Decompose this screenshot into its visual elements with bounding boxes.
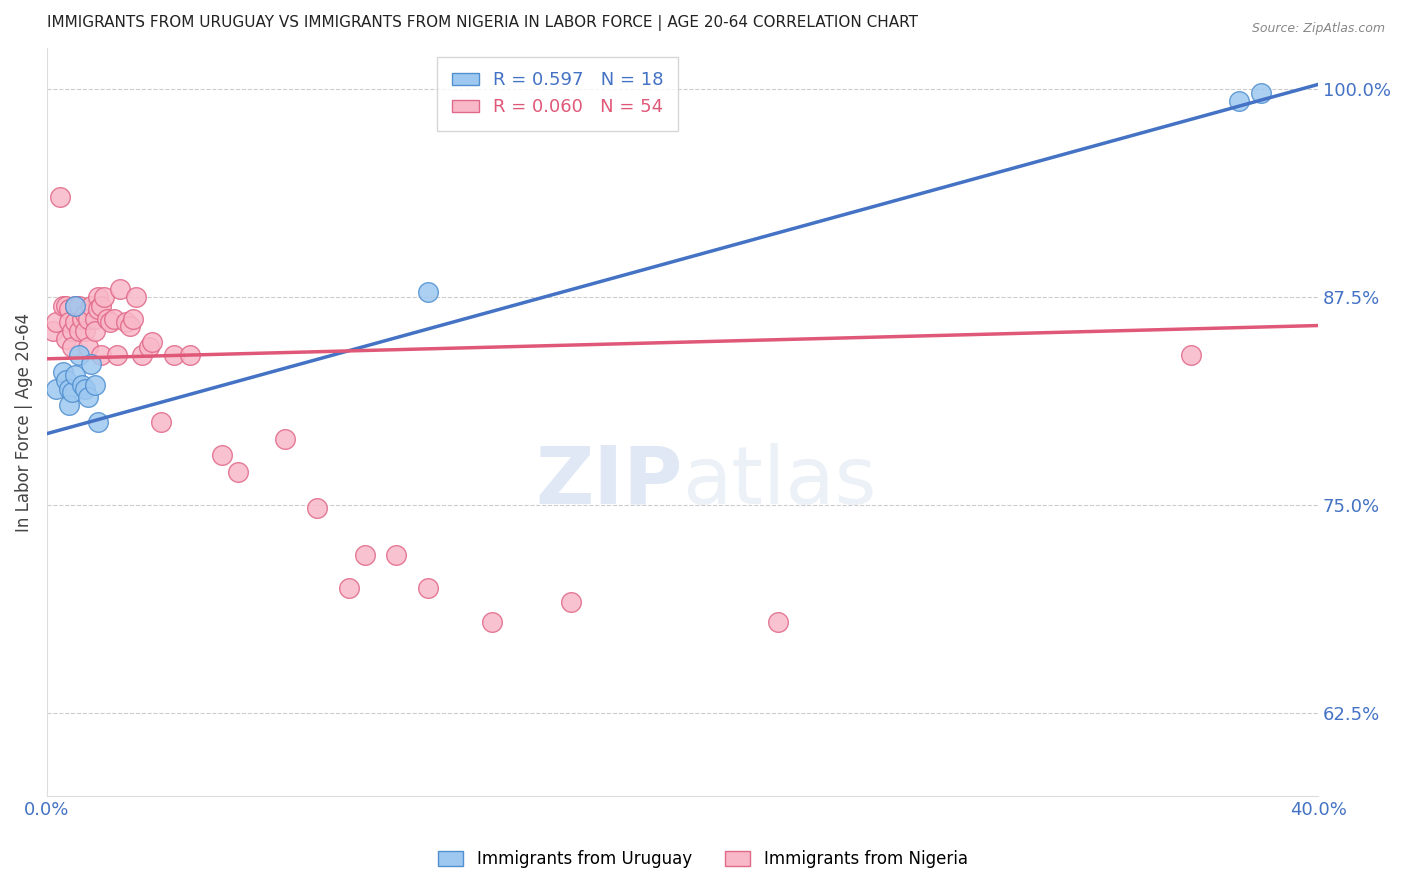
Point [560, 594, 582, 608]
Point [65, 299, 87, 313]
Point [45, 315, 67, 329]
Point [58, 301, 80, 316]
Point [131, 349, 153, 363]
Point [52, 365, 75, 379]
Point [73, 382, 96, 396]
Point [226, 465, 249, 479]
Point [70, 312, 93, 326]
Point [179, 349, 201, 363]
Point [418, 285, 440, 300]
Point [1180, 349, 1202, 363]
Legend: R = 0.597   N = 18, R = 0.060   N = 54: R = 0.597 N = 18, R = 0.060 N = 54 [437, 57, 678, 131]
Point [87, 415, 110, 429]
Legend: Immigrants from Uruguay, Immigrants from Nigeria: Immigrants from Uruguay, Immigrants from… [432, 844, 974, 875]
Point [1227, 94, 1250, 108]
Point [353, 548, 375, 562]
Point [73, 324, 96, 338]
Point [274, 432, 297, 446]
Point [58, 382, 80, 396]
Point [418, 582, 440, 596]
Point [55, 299, 77, 313]
Point [67, 299, 90, 313]
Point [100, 315, 122, 329]
Point [80, 299, 103, 313]
Point [93, 290, 115, 304]
Point [108, 282, 131, 296]
Point [77, 312, 100, 326]
Point [58, 398, 80, 412]
Point [211, 448, 233, 462]
Text: Source: ZipAtlas.com: Source: ZipAtlas.com [1251, 22, 1385, 36]
Point [65, 315, 87, 329]
Point [305, 501, 328, 516]
Point [87, 290, 110, 304]
Point [42, 324, 65, 338]
Point [87, 301, 110, 316]
Point [48, 190, 70, 204]
Point [141, 335, 163, 350]
Point [77, 340, 100, 354]
Point [163, 349, 186, 363]
Point [766, 615, 789, 629]
Point [83, 324, 105, 338]
Point [481, 615, 503, 629]
Point [138, 340, 160, 354]
Point [118, 318, 141, 333]
Point [65, 299, 87, 313]
Point [125, 290, 148, 304]
Point [1250, 86, 1272, 100]
Point [385, 548, 408, 562]
Point [90, 349, 112, 363]
Text: ZIP: ZIP [536, 442, 682, 521]
Point [73, 307, 96, 321]
Point [83, 378, 105, 392]
Point [90, 299, 112, 313]
Point [60, 385, 83, 400]
Point [70, 378, 93, 392]
Point [58, 315, 80, 329]
Point [55, 332, 77, 346]
Point [337, 582, 360, 596]
Point [67, 324, 90, 338]
Point [150, 415, 173, 429]
Point [115, 315, 138, 329]
Point [60, 324, 83, 338]
Point [65, 368, 87, 383]
Point [60, 340, 83, 354]
Point [52, 299, 75, 313]
Point [45, 382, 67, 396]
Point [105, 349, 128, 363]
Y-axis label: In Labor Force | Age 20-64: In Labor Force | Age 20-64 [15, 312, 32, 532]
Point [80, 357, 103, 371]
Point [121, 312, 143, 326]
Point [83, 312, 105, 326]
Point [77, 390, 100, 404]
Text: atlas: atlas [682, 442, 877, 521]
Point [96, 312, 118, 326]
Point [103, 312, 125, 326]
Text: IMMIGRANTS FROM URUGUAY VS IMMIGRANTS FROM NIGERIA IN LABOR FORCE | AGE 20-64 CO: IMMIGRANTS FROM URUGUAY VS IMMIGRANTS FR… [46, 15, 918, 31]
Point [67, 349, 90, 363]
Point [55, 373, 77, 387]
